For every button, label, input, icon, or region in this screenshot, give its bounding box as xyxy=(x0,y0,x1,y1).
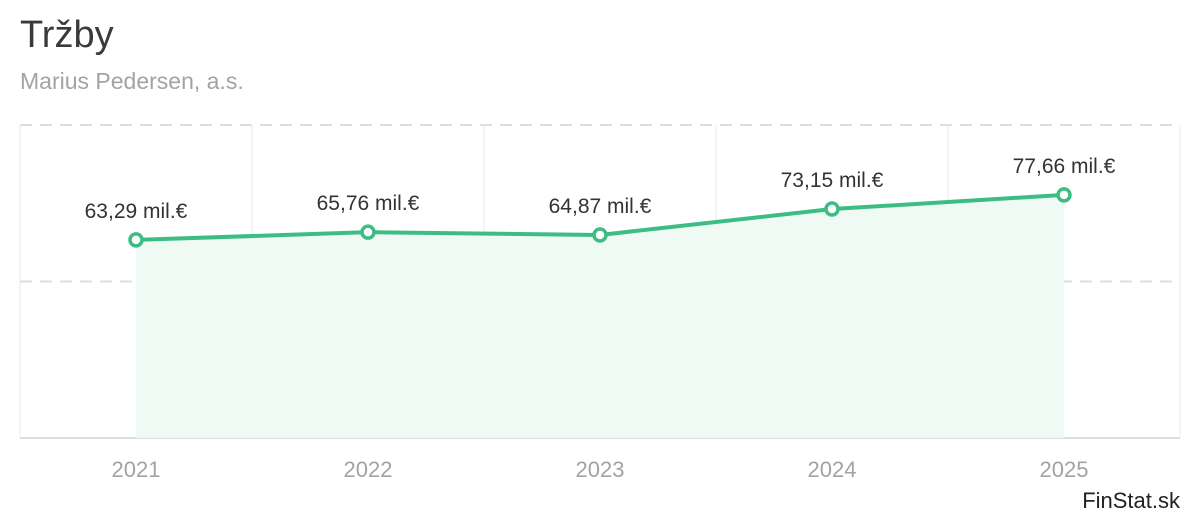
data-point-2024 xyxy=(824,201,840,217)
point-layer xyxy=(128,187,1072,248)
chart-subtitle: Marius Pedersen, a.s. xyxy=(20,68,244,94)
data-label-2021: 63,29 mil.€ xyxy=(85,200,188,223)
data-label-2024: 73,15 mil.€ xyxy=(781,169,884,192)
data-point-2025 xyxy=(1056,187,1072,203)
finstat-watermark: FinStat.sk xyxy=(1082,488,1180,513)
tick-layer: 2021 2022 2023 2024 2025 xyxy=(112,457,1089,482)
x-tick-label-2025: 2025 xyxy=(1040,457,1089,482)
area-layer xyxy=(136,194,1064,438)
data-label-2023: 64,87 mil.€ xyxy=(549,195,652,218)
data-point-2023 xyxy=(592,227,608,243)
data-point-2021 xyxy=(128,232,144,248)
x-tick-label-2023: 2023 xyxy=(576,457,625,482)
chart-title: Tržby xyxy=(20,14,114,56)
x-tick-label-2022: 2022 xyxy=(344,457,393,482)
data-label-2025: 77,66 mil.€ xyxy=(1013,155,1116,178)
data-label-2022: 65,76 mil.€ xyxy=(317,192,420,215)
label-layer: 63,29 mil.€ 65,76 mil.€ 64,87 mil.€ 73,15 m… xyxy=(85,155,1116,223)
x-tick-label-2024: 2024 xyxy=(808,457,857,482)
series-area xyxy=(136,194,1064,438)
data-point-2022 xyxy=(360,224,376,240)
x-tick-label-2021: 2021 xyxy=(112,457,161,482)
